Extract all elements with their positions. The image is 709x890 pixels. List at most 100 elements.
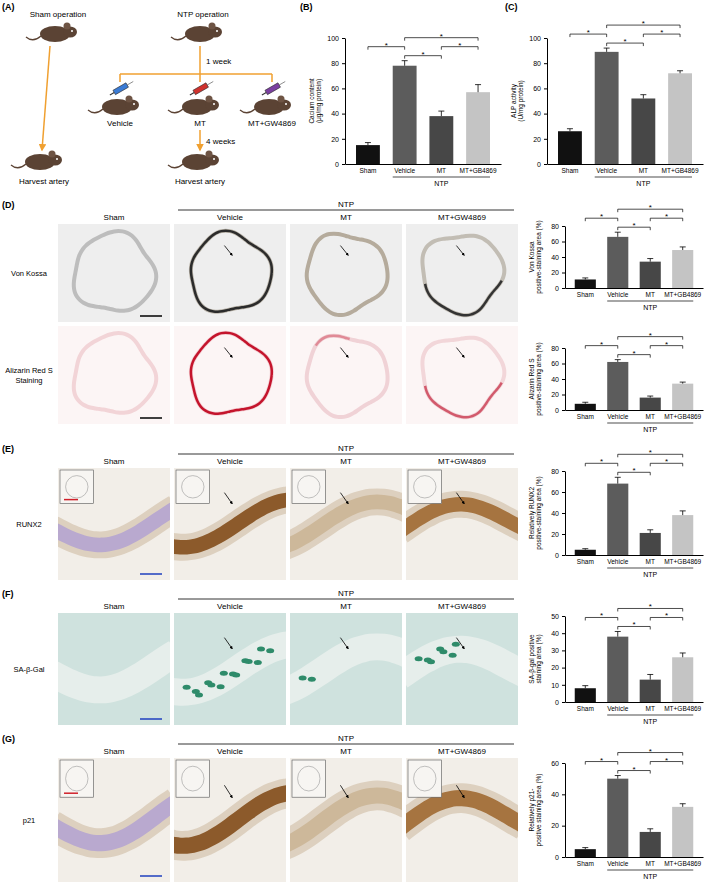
column-label: Vehicle — [217, 602, 243, 611]
x-tick-label: MT+GB4869 — [662, 167, 699, 174]
y-tick: 40 — [331, 110, 345, 117]
y-axis-line — [565, 349, 566, 411]
inset — [292, 470, 326, 504]
mouse-ear — [278, 96, 285, 103]
pointer-arrow — [456, 348, 464, 358]
x-tick-label: Vehicle — [607, 860, 628, 867]
marks — [558, 48, 692, 164]
x-tick-label: MT — [437, 167, 446, 174]
y-tick-label: 60 — [551, 760, 559, 767]
mouse-eye — [56, 158, 58, 160]
x-tick: Sham — [359, 167, 376, 174]
bar — [640, 398, 661, 410]
error-bar — [680, 382, 686, 384]
error-bar — [615, 776, 621, 779]
y-axis: 020406080100 — [327, 35, 345, 168]
bar — [640, 832, 661, 857]
y-tick-mark — [562, 794, 565, 795]
vessel-wall — [191, 333, 272, 414]
x-tick: MT+GB4869 — [664, 413, 701, 420]
stain-deposit — [245, 659, 253, 664]
stain-label: p21 — [23, 816, 36, 825]
stain-deposit — [207, 683, 215, 688]
inset — [60, 470, 94, 504]
y-tick-label: 80 — [331, 60, 339, 67]
label: MT — [194, 119, 206, 128]
flow-arrow — [42, 46, 50, 150]
significance-label: * — [600, 611, 603, 620]
y-axis-title: Alizarin Red Spositive-staining area (%) — [528, 342, 543, 415]
y-tick: 0 — [555, 854, 565, 861]
mouse-ear — [209, 23, 216, 30]
micrograph — [174, 468, 286, 580]
y-tick: 0 — [555, 552, 565, 559]
stain-deposit — [183, 685, 191, 690]
vessel-wall — [422, 236, 504, 316]
panel-label: (C) — [505, 2, 518, 12]
micrograph — [174, 613, 286, 725]
y-tick: 20 — [551, 391, 565, 398]
mouse-icon — [168, 151, 219, 171]
y-tick-mark — [562, 702, 565, 703]
significance-label: * — [600, 756, 603, 765]
significance-label: * — [649, 331, 652, 340]
stain-deposit — [425, 383, 502, 418]
figure: (A)(B)(C)(D)(E)(F)(G)Sham operationNTP o… — [0, 0, 709, 890]
x-tick: MT+GB4869 — [664, 705, 701, 712]
stain-label: SA-β-Gal — [14, 665, 45, 674]
inset — [60, 760, 94, 797]
micrograph — [174, 224, 286, 322]
error-bar — [647, 829, 653, 832]
y-axis: 020406080 — [551, 345, 565, 414]
bar — [672, 515, 693, 555]
x-tick-label: MT — [639, 167, 648, 174]
group-line — [607, 870, 693, 871]
y-tick-mark — [562, 668, 565, 669]
y-tick-mark — [562, 616, 565, 617]
group-label: NTP — [643, 426, 657, 433]
bar — [575, 550, 596, 555]
mouse-ear — [64, 23, 71, 30]
stain-deposit — [299, 676, 307, 681]
syringe-plunger — [110, 93, 114, 96]
y-tick: 0 — [555, 285, 565, 292]
stain-deposit — [439, 649, 447, 654]
stain-deposit — [406, 798, 518, 828]
group-label: NTP — [338, 589, 354, 598]
scale-bar — [140, 718, 162, 720]
y-tick: 40 — [551, 510, 565, 517]
scale-bar — [140, 417, 162, 419]
error-bar — [640, 95, 646, 99]
significance-label: * — [421, 50, 424, 59]
inset-vessel — [414, 476, 436, 498]
y-tick-mark — [562, 555, 565, 556]
y-tick: 40 — [551, 791, 565, 798]
x-tick-label: Vehicle — [596, 167, 617, 174]
y-axis-title: Cacium content(μg/mg protein) — [308, 78, 323, 123]
significance-label: * — [632, 620, 635, 629]
marks — [356, 61, 490, 164]
y-tick-label: 20 — [551, 269, 559, 276]
y-axis: 020406080 — [551, 223, 565, 292]
bar — [393, 66, 417, 164]
y-axis: 020406080 — [551, 468, 565, 559]
syringe-plunger — [190, 93, 194, 96]
column-label: MT+GW4869 — [438, 213, 486, 222]
y-axis-title-line: (U/mg protein) — [517, 80, 525, 122]
y-tick: 100 — [529, 35, 547, 42]
y-tick-mark — [342, 164, 345, 165]
pointer-arrow — [456, 493, 464, 504]
y-tick-label: 80 — [551, 468, 559, 475]
marks — [575, 360, 694, 410]
y-tick-label: 40 — [551, 376, 559, 383]
y-tick-mark — [544, 114, 547, 115]
y-tick-label: 10 — [551, 682, 559, 689]
y-tick-label: 80 — [551, 345, 559, 352]
x-tick-label: Vehicle — [607, 413, 628, 420]
y-tick: 40 — [533, 110, 547, 117]
micrograph — [290, 326, 402, 424]
x-tick-label: MT — [646, 705, 655, 712]
significance-label: * — [632, 765, 635, 774]
tissue-background — [406, 224, 518, 322]
vessel-wall — [307, 336, 388, 417]
